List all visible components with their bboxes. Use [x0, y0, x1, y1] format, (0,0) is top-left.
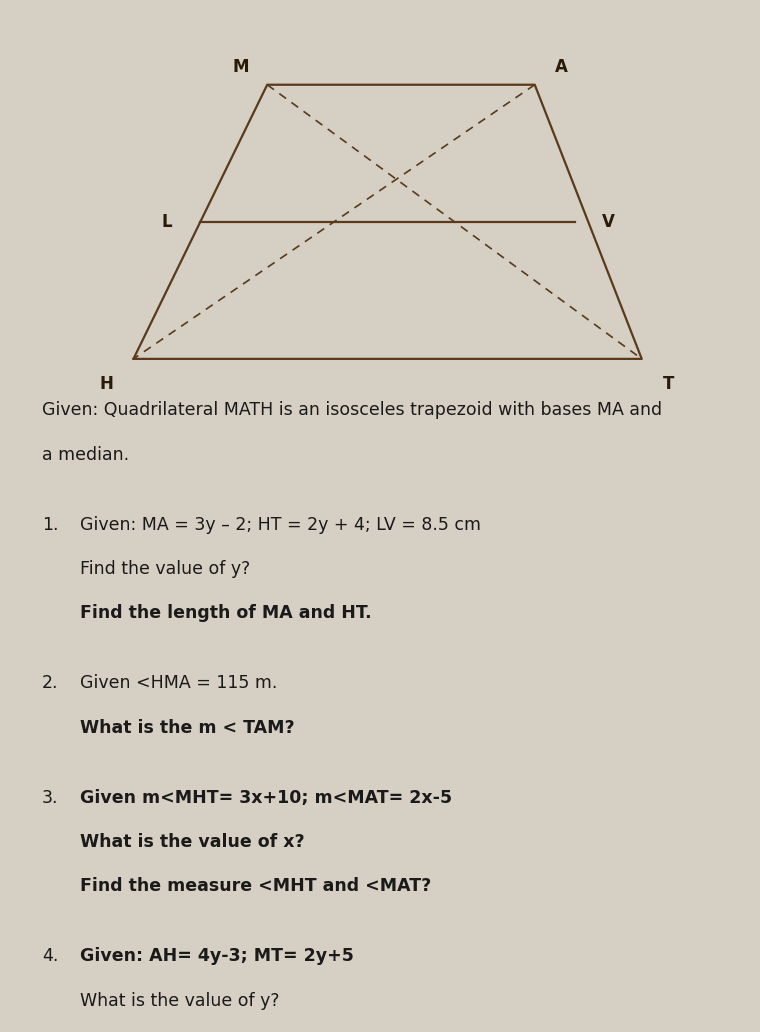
Text: 1.: 1.: [42, 516, 59, 534]
Text: Find the length of MA and HT.: Find the length of MA and HT.: [80, 604, 372, 622]
Text: Find the value of y?: Find the value of y?: [80, 560, 250, 578]
Text: What is the value of x?: What is the value of x?: [80, 833, 305, 851]
Text: 2.: 2.: [42, 675, 59, 692]
Text: A: A: [555, 58, 568, 76]
Text: L: L: [162, 213, 173, 231]
Text: 4.: 4.: [42, 947, 59, 966]
Text: Given <HMA = 115 m.: Given <HMA = 115 m.: [80, 675, 277, 692]
Text: V: V: [602, 213, 615, 231]
Text: What is the value of y?: What is the value of y?: [80, 992, 280, 1009]
Text: a median.: a median.: [42, 446, 129, 463]
Text: Given: Quadrilateral MATH is an isosceles trapezoid with bases MA and: Given: Quadrilateral MATH is an isoscele…: [42, 401, 662, 419]
Text: T: T: [663, 375, 674, 393]
Text: Given: MA = 3y – 2; HT = 2y + 4; LV = 8.5 cm: Given: MA = 3y – 2; HT = 2y + 4; LV = 8.…: [80, 516, 481, 534]
Text: 3.: 3.: [42, 788, 59, 807]
Text: M: M: [233, 58, 249, 76]
Text: H: H: [100, 375, 114, 393]
Text: Given: AH= 4y-3; MT= 2y+5: Given: AH= 4y-3; MT= 2y+5: [80, 947, 353, 966]
Text: Given m<MHT= 3x+10; m<MAT= 2x-5: Given m<MHT= 3x+10; m<MAT= 2x-5: [80, 788, 452, 807]
Text: Find the measure <MHT and <MAT?: Find the measure <MHT and <MAT?: [80, 877, 431, 896]
Text: What is the m < TAM?: What is the m < TAM?: [80, 718, 294, 737]
